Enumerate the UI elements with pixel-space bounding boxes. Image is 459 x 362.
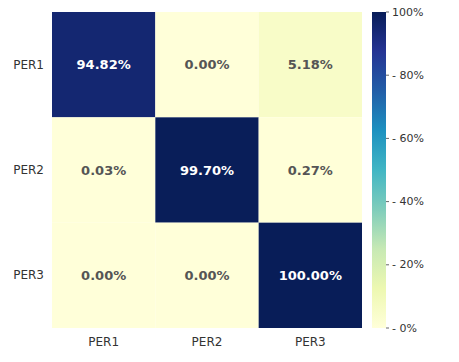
cell-label: 0.27% [288, 163, 333, 178]
colorbar-gradient [372, 12, 386, 328]
cell-label: 100.00% [279, 268, 342, 283]
colorbar: - 0% - 20% - 40% - 60% - 80% 100% [372, 6, 424, 335]
cell-label: 0.00% [184, 57, 229, 72]
colorbar-tick-label: 100% [392, 6, 423, 19]
colorbar-tick-label: - 80% [392, 69, 424, 82]
y-tick-label: PER2 [13, 163, 44, 177]
colorbar-tick [386, 12, 389, 13]
colorbar-tick [386, 328, 389, 329]
colorbar-tick [386, 75, 389, 76]
colorbar-tick-label: - 40% [392, 195, 424, 208]
colorbar-tick [386, 138, 389, 139]
y-tick-label: PER3 [13, 268, 44, 282]
cell-label: 0.00% [81, 268, 126, 283]
cell-label: 0.03% [81, 163, 126, 178]
heatmap-cell [155, 117, 258, 222]
heatmap-cell [52, 12, 155, 117]
x-tick-label: PER1 [88, 335, 119, 349]
heatmap-svg: 94.82% 0.00% 5.18% 0.03% 99.70% 0.27% 0.00% 0.0… [0, 0, 459, 362]
y-axis: PER1 PER2 PER3 [13, 58, 44, 283]
cell-label: 0.00% [184, 268, 229, 283]
heatmap-cell [155, 223, 258, 328]
colorbar-tick [386, 201, 389, 202]
x-axis: PER1 PER2 PER3 [88, 335, 325, 349]
heatmap-cell [52, 117, 155, 222]
x-tick-label: PER2 [192, 335, 223, 349]
cell-label: 99.70% [180, 163, 234, 178]
heatmap-cell [155, 12, 258, 117]
heatmap-cell [52, 223, 155, 328]
heatmap-cell [259, 12, 362, 117]
chart-container: 94.82% 0.00% 5.18% 0.03% 99.70% 0.27% 0.00% 0.0… [0, 0, 459, 362]
heatmap-cell [259, 117, 362, 222]
y-tick-label: PER1 [13, 58, 44, 72]
colorbar-tick [386, 264, 389, 265]
cells [52, 12, 362, 328]
heatmap-cell [259, 223, 362, 328]
cell-label: 94.82% [77, 57, 131, 72]
colorbar-tick-label: - 20% [392, 258, 424, 271]
x-tick-label: PER3 [295, 335, 326, 349]
colorbar-tick-label: - 0% [392, 322, 417, 335]
cell-labels: 94.82% 0.00% 5.18% 0.03% 99.70% 0.27% 0.00% 0.0… [77, 57, 342, 283]
cell-label: 5.18% [288, 57, 333, 72]
colorbar-tick-label: - 60% [392, 132, 424, 145]
